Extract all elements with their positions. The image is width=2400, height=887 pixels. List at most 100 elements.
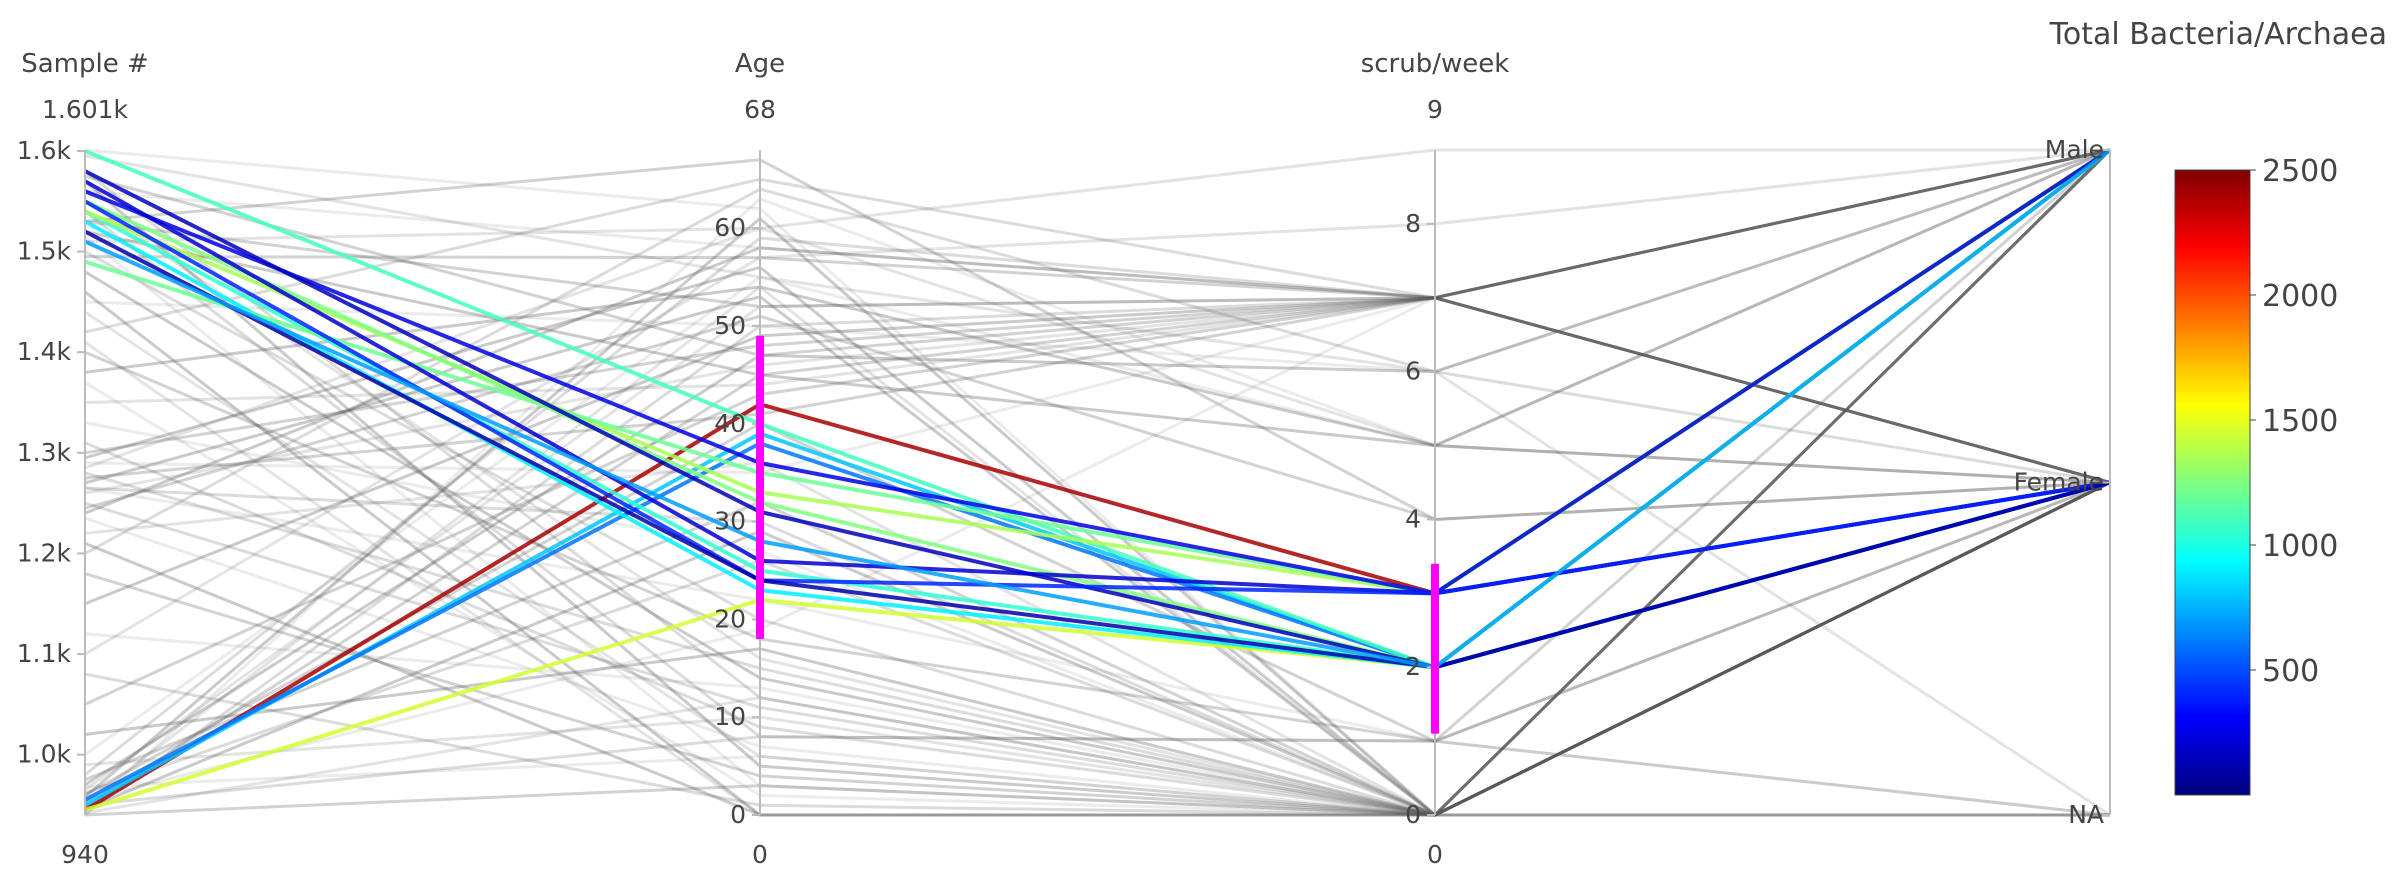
context-line — [84, 471, 2111, 817]
colorbar-tick-label: 1500 — [2262, 404, 2338, 439]
context-line — [84, 270, 2111, 817]
axis-tick-label: 4 — [1405, 504, 1421, 533]
context-line — [84, 236, 2111, 776]
context-line — [84, 481, 2111, 817]
context-line — [84, 486, 2111, 817]
context-line — [84, 148, 2111, 656]
context-line — [84, 481, 2111, 817]
context-line — [84, 275, 2111, 756]
context-line — [84, 481, 2111, 817]
axis-tick-label: 30 — [714, 507, 746, 536]
colorbar-tick-label: 1000 — [2262, 529, 2338, 564]
context-line — [84, 481, 2111, 817]
context-line — [84, 296, 2111, 495]
context-line — [84, 290, 2110, 817]
context-line — [83, 197, 2111, 813]
axis-3[interactable]: 0 2 4 6 8 scrub/week 9 0 — [1361, 49, 1510, 869]
context-line — [84, 148, 2112, 817]
axis-tick-label: 1.0k — [17, 740, 72, 769]
context-line — [84, 314, 2111, 521]
context-line — [84, 210, 2111, 817]
axis-max-label: 9 — [1427, 95, 1443, 124]
axis-max-label: 68 — [744, 95, 776, 124]
axis-tick-label: Male — [2045, 135, 2104, 164]
context-line — [84, 148, 2112, 817]
colorbar-tick-label: 500 — [2262, 654, 2319, 689]
context-line — [84, 219, 2111, 484]
context-line — [84, 296, 2111, 606]
axis-tick-label: 20 — [714, 604, 746, 633]
colorbar: 500 1000 1500 2000 2500 Total Bacteria/Archae… — [2049, 17, 2387, 796]
context-line — [84, 481, 2111, 817]
axis-tick-label: 1.5k — [17, 237, 72, 266]
context-line — [84, 148, 2111, 809]
context-line — [84, 310, 2110, 817]
context-line — [84, 148, 2111, 455]
axis-2[interactable]: 0 10 20 30 40 50 60 Age 68 0 — [714, 49, 785, 869]
context-line — [84, 148, 2111, 374]
axis-tick-label: 1.1k — [17, 639, 72, 668]
context-line — [84, 285, 2111, 484]
context-line — [84, 154, 2111, 817]
axis-constraint-range[interactable] — [1431, 563, 1439, 734]
axes: 1.0k 1.1k 1.2k 1.3k 1.4k 1.5k 1.6k Sample # 1.60… — [17, 49, 2111, 869]
highlighted-line — [84, 229, 2111, 670]
context-line — [84, 296, 2111, 816]
colorbar-title: Total Bacteria/Archaea — [2049, 17, 2387, 52]
axis-title[interactable]: Sample # — [21, 49, 149, 79]
context-line — [84, 148, 2111, 470]
axis-tick-label: NA — [2068, 800, 2104, 829]
axis-tick-label: 0 — [1405, 800, 1421, 829]
context-line — [84, 148, 2111, 743]
axis-min-label: 0 — [1427, 840, 1443, 869]
context-line — [84, 148, 2112, 817]
context-line — [84, 148, 2111, 787]
context-line — [84, 216, 2111, 817]
colorbar-tick-label: 2000 — [2262, 279, 2338, 314]
axis-min-label: 0 — [752, 840, 768, 869]
context-line — [84, 148, 2111, 357]
context-line — [84, 296, 2111, 484]
context-line — [84, 189, 2111, 484]
context-line — [84, 481, 2111, 807]
context-line — [84, 148, 2112, 817]
context-line — [84, 148, 2112, 817]
context-line — [84, 177, 2111, 484]
axis-min-label: 940 — [61, 840, 109, 869]
axis-tick-label: 6 — [1405, 357, 1421, 386]
context-line — [84, 255, 2111, 484]
context-lines — [83, 148, 2112, 817]
highlighted-lines — [83, 148, 2112, 812]
axis-tick-label: 60 — [714, 213, 746, 242]
axis-title[interactable]: scrub/week — [1361, 49, 1510, 79]
axis-1[interactable]: 1.0k 1.1k 1.2k 1.3k 1.4k 1.5k 1.6k Sample # 1.60… — [17, 49, 149, 869]
axis-title[interactable]: Age — [735, 49, 785, 79]
context-line — [84, 441, 2111, 817]
colorbar-tick-label: 2500 — [2262, 154, 2338, 189]
colorbar-gradient — [2174, 169, 2251, 796]
axis-tick-label: 1.2k — [17, 538, 72, 567]
highlighted-line — [84, 148, 2112, 670]
context-line — [84, 421, 2111, 817]
axis-tick-label: 0 — [730, 800, 746, 829]
axis-tick-label: 10 — [714, 702, 746, 731]
axis-tick-label: 2 — [1405, 652, 1421, 681]
context-line — [84, 541, 2110, 817]
context-line — [84, 481, 2111, 817]
context-line — [84, 381, 2111, 817]
axis-tick-label: 8 — [1405, 209, 1421, 238]
context-line — [84, 148, 2112, 817]
context-line — [84, 148, 2111, 802]
axis-tick-label: Female — [2014, 468, 2104, 497]
axis-max-label: 1.601k — [42, 95, 129, 124]
context-line — [84, 180, 2111, 817]
axis-constraint-range[interactable] — [756, 335, 764, 639]
axis-4[interactable]: NA Female Male — [2014, 135, 2111, 829]
axis-tick-label: 1.3k — [17, 438, 72, 467]
context-line — [84, 148, 2111, 405]
context-line — [84, 148, 2111, 706]
context-line — [84, 481, 2111, 817]
axis-tick-label: 1.4k — [17, 337, 72, 366]
highlighted-line — [84, 148, 2112, 596]
